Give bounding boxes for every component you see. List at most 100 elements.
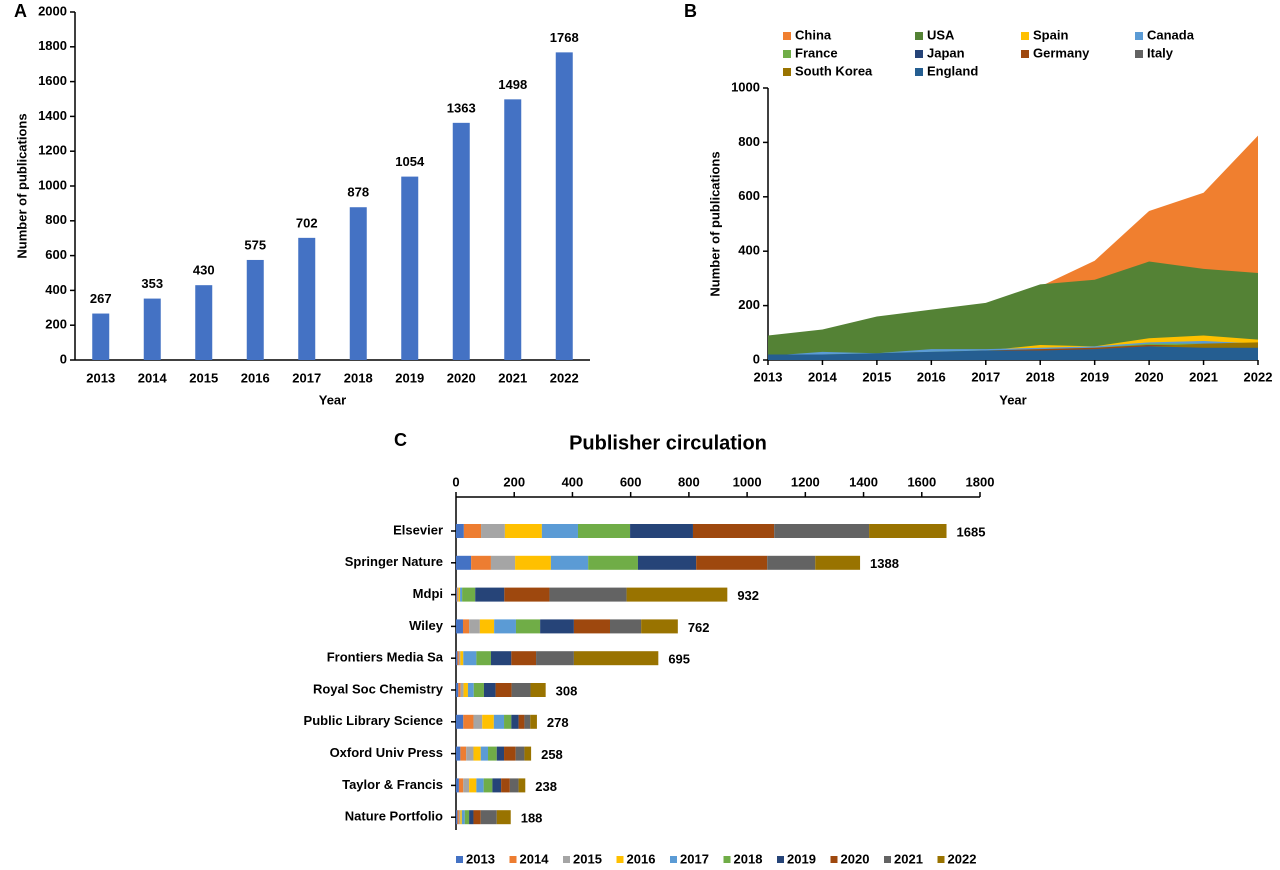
bar-segment [473, 746, 481, 761]
bar-segment [483, 778, 493, 793]
x-tick-label: 2014 [808, 369, 838, 384]
bar-segment [462, 619, 470, 634]
legend-label: France [795, 45, 838, 60]
panel-label: C [394, 430, 407, 450]
legend-label: 2015 [573, 851, 602, 866]
bar-segment [475, 587, 505, 602]
legend-swatch [723, 856, 731, 863]
bar-segment [869, 524, 947, 538]
bar-segment [530, 683, 546, 697]
y-tick-label: 200 [738, 297, 760, 312]
bar [92, 313, 110, 360]
bar-segment [463, 651, 477, 666]
total-label: 762 [688, 620, 710, 635]
legend-label: China [795, 27, 832, 42]
bar-segment [609, 619, 642, 634]
y-tick-label: Wiley [409, 618, 444, 633]
bar [298, 237, 316, 360]
legend-label: USA [927, 27, 955, 42]
x-tick-label: 2020 [1135, 369, 1164, 384]
bar-segment [469, 810, 474, 825]
bar-segment [504, 714, 512, 729]
bar-segment [524, 714, 531, 729]
x-tick-label: 800 [678, 474, 700, 489]
bar-segment [767, 555, 816, 570]
bar-segment [504, 587, 550, 602]
legend-label: 2014 [520, 851, 550, 866]
x-tick-label: 0 [452, 474, 459, 489]
legend-swatch [915, 68, 923, 76]
bar [349, 207, 367, 360]
x-tick-label: 200 [503, 474, 525, 489]
data-label: 1054 [395, 154, 425, 169]
legend-swatch [1135, 50, 1143, 58]
data-label: 702 [296, 215, 318, 230]
bar-segment [496, 746, 505, 761]
bar-segment [493, 714, 505, 729]
y-tick-label: 200 [45, 317, 67, 332]
y-tick-label: Frontiers Media Sa [327, 650, 444, 665]
bar-segment [504, 746, 516, 761]
bar-segment [473, 714, 483, 729]
x-tick-label: 2022 [550, 370, 579, 385]
x-tick-label: 1800 [966, 474, 995, 489]
bar-segment [462, 587, 476, 602]
bar-segment [460, 651, 464, 666]
bar-segment [630, 524, 693, 538]
x-tick-label: 2014 [138, 370, 168, 385]
legend-swatch [783, 68, 791, 76]
y-tick-label: 400 [738, 243, 760, 258]
bar-segment [457, 587, 459, 602]
bar-segment [815, 555, 861, 570]
bar-segment [458, 651, 461, 666]
bar-segment [456, 587, 457, 602]
bar-segment [466, 746, 474, 761]
total-label: 695 [668, 652, 690, 667]
y-tick-label: Elsevier [393, 522, 443, 537]
bar-segment [509, 778, 519, 793]
bar-segment [456, 587, 458, 602]
y-tick-label: 1000 [731, 79, 760, 94]
bar-segment [496, 810, 511, 825]
legend-swatch [1021, 32, 1029, 40]
legend-swatch [456, 856, 463, 863]
panel-label: B [684, 1, 697, 21]
legend-label: 2016 [627, 851, 656, 866]
bar-segment [473, 683, 484, 697]
bar-segment [458, 778, 464, 793]
bar [401, 176, 419, 360]
bar-segment [515, 619, 541, 634]
y-tick-label: Mdpi [413, 586, 443, 601]
bar-segment [471, 555, 491, 570]
bar-segment [464, 810, 470, 825]
bar-segment [518, 778, 526, 793]
legend-label: England [927, 63, 978, 78]
bar-segment [536, 651, 574, 666]
bar-segment [637, 555, 697, 570]
bar-segment [458, 810, 461, 825]
x-tick-label: 2015 [862, 369, 891, 384]
legend-swatch [830, 856, 838, 863]
legend-swatch [777, 856, 784, 863]
bar-segment [469, 619, 480, 634]
bar-segment [488, 746, 497, 761]
legend-swatch [509, 856, 517, 863]
bar-segment [461, 810, 465, 825]
y-tick-label: 1600 [38, 73, 67, 88]
bar-segment [456, 810, 458, 825]
bar-segment [476, 651, 491, 666]
legend-swatch [937, 856, 945, 863]
y-tick-label: 1400 [38, 108, 67, 123]
legend-label: Spain [1033, 27, 1068, 42]
bar [452, 122, 470, 360]
x-tick-label: 1000 [733, 474, 762, 489]
bar-segment [626, 587, 728, 602]
bar-segment [469, 778, 477, 793]
bar-segment [641, 619, 678, 634]
x-tick-label: 2013 [754, 369, 783, 384]
legend-swatch [884, 856, 891, 863]
legend-label: South Korea [795, 63, 873, 78]
bar-segment [518, 714, 525, 729]
legend-swatch [915, 50, 923, 58]
